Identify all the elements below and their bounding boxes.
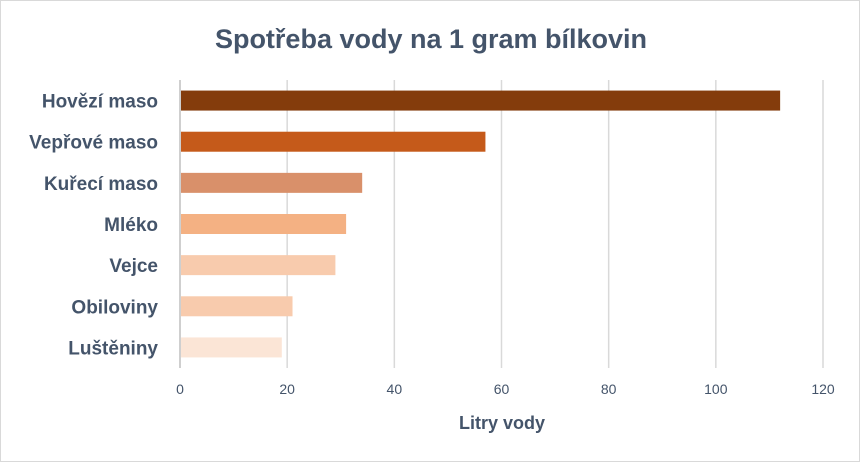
x-tick-label: 120: [811, 381, 835, 397]
x-tick-label: 20: [279, 381, 295, 397]
x-tick-label: 40: [387, 381, 403, 397]
chart-title: Spotřeba vody na 1 gram bílkovin: [215, 24, 647, 54]
category-label: Obiloviny: [71, 297, 158, 318]
gridlines: [179, 80, 824, 368]
bar: [181, 296, 293, 317]
x-axis-title: Litry vody: [459, 413, 545, 433]
category-label: Vejce: [109, 256, 158, 277]
bar: [181, 255, 336, 276]
bars: [181, 90, 781, 358]
x-tick-label: 100: [704, 381, 728, 397]
category-labels: Hovězí maso Vepřové maso Kuřecí maso Mléko V…: [29, 92, 158, 360]
x-tick-label: 0: [176, 381, 184, 397]
x-tick-label: 60: [494, 381, 510, 397]
bar: [181, 172, 363, 193]
bar: [181, 337, 282, 358]
category-label: Hovězí maso: [42, 92, 158, 113]
bar: [181, 90, 781, 111]
x-tick-label: 80: [601, 381, 617, 397]
x-tick-labels: 0 20 40 60 80 100 120: [176, 381, 835, 397]
category-label: Kuřecí maso: [44, 174, 158, 195]
category-label: Mléko: [104, 215, 158, 236]
bar: [181, 131, 486, 152]
category-label: Luštěniny: [68, 338, 158, 359]
bar: [181, 214, 347, 234]
category-label: Vepřové maso: [29, 133, 158, 154]
